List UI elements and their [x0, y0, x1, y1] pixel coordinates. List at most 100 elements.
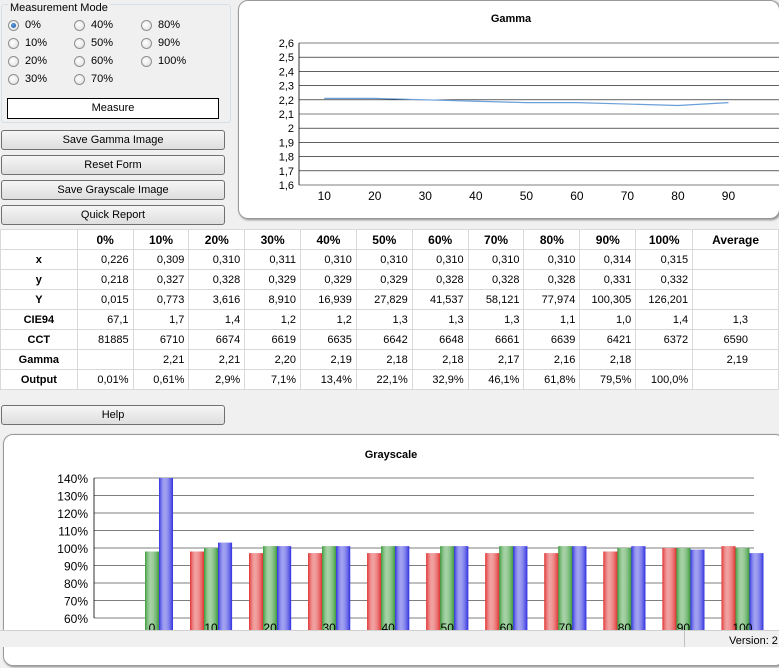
- table-header-cell: 60%: [411, 229, 469, 250]
- table-row: CCT 81885 6710 6674 6619 6635 6642 6648 6661 6639…: [0, 329, 779, 350]
- table-row: Y 0,015 0,773 3,616 8,910 16,939 27,829 41,537 5…: [0, 289, 779, 310]
- table-row-label: y: [0, 269, 78, 290]
- radio-checked-icon: [8, 19, 19, 31]
- grayscale-bar: [485, 553, 500, 638]
- gamma-xtick-label: 30: [419, 189, 433, 203]
- gamma-ytick-label: 2,3: [279, 81, 294, 93]
- table-cell: 1,4: [188, 309, 246, 330]
- table-cell: 0,328: [411, 269, 469, 290]
- table-header-row: 0% 10% 20% 30% 40% 50% 60% 70% 80% 90% 1…: [0, 229, 779, 250]
- table-cell: 0,310: [355, 249, 413, 270]
- table-cell: 2,18: [579, 349, 637, 370]
- table-row: x 0,226 0,309 0,310 0,311 0,310 0,310 0,310 0,31…: [0, 249, 779, 270]
- table-cell: 0,329: [355, 269, 413, 290]
- table-cell: 126,201: [635, 289, 694, 310]
- measure-button[interactable]: Measure: [7, 98, 219, 119]
- save-gamma-image-button[interactable]: Save Gamma Image: [1, 130, 225, 150]
- grayscale-bar: [395, 546, 410, 638]
- status-divider: [684, 631, 685, 647]
- table-cell: 0,01%: [76, 369, 134, 390]
- table-header-cell: 50%: [355, 229, 413, 250]
- radio-10[interactable]: 10%: [8, 36, 47, 50]
- gamma-xtick-label: 70: [621, 189, 635, 203]
- table-cell: 0,327: [132, 269, 190, 290]
- radio-icon: [8, 37, 19, 49]
- grayscale-bar: [735, 548, 750, 638]
- grayscale-ytick-label: 110%: [58, 525, 88, 539]
- table-cell: 2,20: [244, 349, 302, 370]
- grayscale-chart-panel: Grayscale 60% 70% 80% 90% 100% 110% 120% 130% 14…: [3, 434, 779, 666]
- radio-90[interactable]: 90%: [141, 36, 180, 50]
- table-header-cell: Average: [692, 229, 779, 250]
- radio-30[interactable]: 30%: [8, 72, 47, 86]
- grayscale-bar: [336, 546, 351, 638]
- gamma-ytick-label: 1,7: [279, 166, 294, 178]
- table-cell: 0,310: [411, 249, 469, 270]
- table-cell: 1,3: [411, 309, 469, 330]
- radio-icon: [74, 19, 85, 31]
- save-grayscale-image-button[interactable]: Save Grayscale Image: [1, 180, 225, 200]
- table-row-label: Output: [0, 369, 78, 390]
- table-cell: 0,329: [300, 269, 357, 290]
- table-cell: 67,1: [76, 309, 134, 330]
- grayscale-bar: [440, 546, 455, 638]
- table-header-cell: 100%: [635, 229, 694, 250]
- table-cell: 0,328: [523, 269, 581, 290]
- table-cell: 1,3: [467, 309, 525, 330]
- table-cell: 6421: [579, 329, 637, 350]
- table-cell: 81885: [76, 329, 134, 350]
- table-cell: 3,616: [188, 289, 246, 310]
- grayscale-bar: [367, 553, 382, 638]
- table-cell: 0,61%: [132, 369, 190, 390]
- radio-icon: [8, 73, 19, 85]
- table-header-cell: 0%: [76, 229, 134, 250]
- table-cell: 0,310: [300, 249, 357, 270]
- gamma-ytick-label: 2,5: [279, 52, 294, 64]
- radio-80[interactable]: 80%: [141, 18, 180, 32]
- radio-0[interactable]: 0%: [8, 18, 41, 32]
- table-cell: 6642: [355, 329, 413, 350]
- radio-20[interactable]: 20%: [8, 54, 47, 68]
- grayscale-bar: [204, 548, 219, 638]
- grayscale-bar: [381, 546, 396, 638]
- table-row-label: Gamma: [0, 349, 78, 370]
- gamma-xtick-label: 90: [722, 189, 736, 203]
- table-cell: 16,939: [300, 289, 357, 310]
- grayscale-bar: [322, 546, 337, 638]
- radio-100[interactable]: 100%: [141, 54, 186, 68]
- table-cell: 1,0: [579, 309, 637, 330]
- reset-form-button[interactable]: Reset Form: [1, 155, 225, 175]
- table-cell: 1,3: [355, 309, 413, 330]
- table-cell: 6619: [244, 329, 302, 350]
- radio-40[interactable]: 40%: [74, 18, 113, 32]
- table-cell: 100,305: [579, 289, 637, 310]
- table-cell: 79,5%: [579, 369, 637, 390]
- grayscale-xtick-label: 0: [149, 621, 156, 635]
- quick-report-button[interactable]: Quick Report: [1, 205, 225, 225]
- grayscale-bar: [218, 542, 233, 638]
- grayscale-ytick-label: 60%: [64, 612, 88, 626]
- version-label: Version: 2: [729, 635, 778, 647]
- help-button[interactable]: Help: [1, 405, 225, 425]
- gamma-ytick-label: 1,8: [279, 152, 294, 164]
- gamma-xtick-label: 20: [368, 189, 382, 203]
- table-cell: 2,21: [188, 349, 246, 370]
- radio-icon: [74, 73, 85, 85]
- radio-60[interactable]: 60%: [74, 54, 113, 68]
- grayscale-bar: [544, 553, 559, 638]
- gamma-ytick-label: 2,2: [279, 95, 294, 107]
- gamma-ytick-label: 1,9: [279, 137, 294, 149]
- table-cell: [635, 349, 694, 370]
- grayscale-bar: [558, 546, 573, 638]
- table-cell: 2,16: [523, 349, 581, 370]
- table-cell: 0,309: [132, 249, 190, 270]
- table-cell: 41,537: [411, 289, 469, 310]
- table-cell: 6674: [188, 329, 246, 350]
- radio-70[interactable]: 70%: [74, 72, 113, 86]
- grayscale-bar: [631, 546, 646, 638]
- table-cell: 61,8%: [523, 369, 581, 390]
- table-cell: 32,9%: [411, 369, 469, 390]
- grayscale-bar: [190, 551, 205, 638]
- table-cell: 0,328: [467, 269, 525, 290]
- radio-50[interactable]: 50%: [74, 36, 113, 50]
